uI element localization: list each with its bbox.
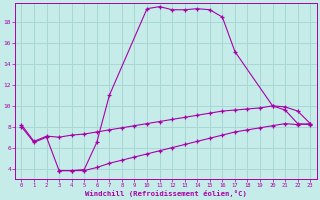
- X-axis label: Windchill (Refroidissement éolien,°C): Windchill (Refroidissement éolien,°C): [85, 190, 247, 197]
